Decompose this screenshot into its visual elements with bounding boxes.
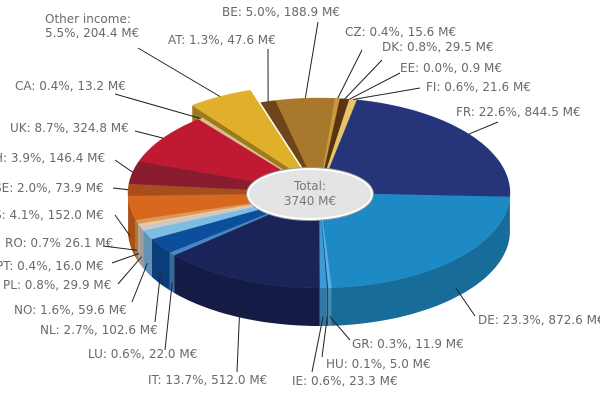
label-text: PL: 0.8%, 29.9 M€ [3,278,112,292]
leader-line-hu [321,316,328,358]
slice-side-ro [135,219,139,262]
slice-label-uk: UK: 8.7%, 324.8 M€ [10,121,129,135]
leader-line-gr [329,316,351,341]
slice-label-be: BE: 5.0%, 188.9 M€ [222,5,340,19]
label-text: BE: 5.0%, 188.9 M€ [222,5,340,19]
label-text: RO: 0.7% 26.1 M€ [5,236,114,250]
label-text: LU: 0.6%, 22.0 M€ [88,347,198,361]
label-text: GR: 0.3%, 11.9 M€ [352,337,464,351]
label-text: DE: 23.3%, 872.6 M€ [478,313,600,327]
slice-label-it: IT: 13.7%, 512.0 M€ [148,373,267,387]
slice-label-ie: IE: 0.6%, 23.3 M€ [292,374,398,388]
slice-label-pl: PL: 0.8%, 29.9 M€ [3,278,111,292]
slice-side-lu [169,252,175,294]
slice-label-lu: LU: 0.6%, 22.0 M€ [88,347,197,361]
slice-label-nl: NL: 2.7%, 102.6 M€ [40,323,158,337]
total-label: Total: [293,179,327,193]
label-text: IE: 0.6%, 23.3 M€ [292,374,398,388]
leader-line-pl [117,256,142,285]
leader-line-cz [337,49,363,99]
slice-label-hu: HU: 0.1%, 5.0 M€ [326,357,431,371]
leader-line-de [455,287,476,317]
leader-line-uk [134,130,164,139]
slice-label-se: SE: 2.0%, 73.9 M€ [0,181,104,195]
leader-line-it [236,307,241,373]
slice-label-de: DE: 23.3%, 872.6 M€ [478,313,600,327]
label-text: FI: 0.6%, 21.6 M€ [426,80,531,94]
label-text: CA: 0.4%, 13.2 M€ [15,79,126,93]
slice-label-ro: RO: 0.7% 26.1 M€ [5,236,113,250]
leader-line-nl [154,274,161,323]
slice-label-cz: CZ: 0.4%, 15.6 M€ [345,25,456,39]
label-text: IT: 13.7%, 512.0 M€ [148,373,268,387]
slice-label-gr: GR: 0.3%, 11.9 M€ [352,337,464,351]
leader-line-ie [311,316,324,373]
leader-line-lu [164,282,173,351]
total-value: 3740 M€ [283,194,337,208]
label-text: Other income: [45,12,131,26]
slice-label-other: Other income: 5.5%, 204.4 M€ [45,12,139,40]
leader-line-fr [468,121,499,135]
slice-label-pt: PT: 0.4%, 16.0 M€ [0,259,104,273]
slice-label-dk: DK: 0.8%, 29.5 M€ [382,40,494,54]
slice-side-ie [319,287,327,326]
leader-line-be [304,21,319,99]
label-text: NO: 1.6%, 59.6 M€ [14,303,127,317]
total-badge: Total: 3740 M€ [247,168,373,220]
slice-side-es [128,195,136,258]
label-text: UK: 8.7%, 324.8 M€ [10,121,129,135]
label-text: AT: 1.3%, 47.6 M€ [168,33,276,47]
slice-de [318,192,511,289]
label-text: NL: 2.7%, 102.6 M€ [40,323,158,337]
label-text: PT: 0.4%, 16.0 M€ [0,259,104,273]
label-text: DK: 0.8%, 29.5 M€ [382,40,494,54]
slice-side-gr [327,287,332,326]
label-text: H: 3.9%, 146.4 M€ [0,151,106,165]
slice-side-no [143,230,152,277]
label-text: S: 4.1%, 152.0 M€ [0,208,104,222]
label-text: EE: 0.0%, 0.9 M€ [400,61,503,75]
leader-line-other [137,47,221,97]
slice-fr [318,99,511,198]
leader-line-no [131,263,148,303]
leader-line-ch [114,159,133,173]
slice-label-ch: H: 3.9%, 146.4 M€ [0,151,105,165]
label-text: CZ: 0.4%, 15.6 M€ [345,25,457,39]
slice-label-no: NO: 1.6%, 59.6 M€ [14,303,127,317]
slice-label-fi: FI: 0.6%, 21.6 M€ [426,80,531,94]
slice-label-es: S: 4.1%, 152.0 M€ [0,208,104,222]
leader-line-ca [114,93,201,119]
slice-side-pl [139,226,144,269]
label-text: SE: 2.0%, 73.9 M€ [0,181,104,195]
leader-line-es [114,214,131,237]
slice-side-nl [151,239,170,291]
leader-line-pt [111,252,140,264]
leader-line-fi [353,87,421,100]
slice-side-de [331,196,510,326]
leader-line-ee [349,72,401,100]
label-text: HU: 0.1%, 5.0 M€ [326,357,431,371]
slice-side-pt [138,223,140,264]
slice-label-fr: FR: 22.6%, 844.5 M€ [456,105,581,119]
slice-side-it [174,255,320,326]
slice-label-ee: EE: 0.0%, 0.9 M€ [400,61,502,75]
leader-line-se [112,187,129,191]
label-text: FR: 22.6%, 844.5 M€ [456,105,581,119]
leader-line-dk [344,59,383,100]
label-text-2: 5.5%, 204.4 M€ [45,26,140,40]
slice-label-at: AT: 1.3%, 47.6 M€ [168,33,276,47]
leader-line-ro [102,245,138,251]
slice-label-ca: CA: 0.4%, 13.2 M€ [15,79,126,93]
